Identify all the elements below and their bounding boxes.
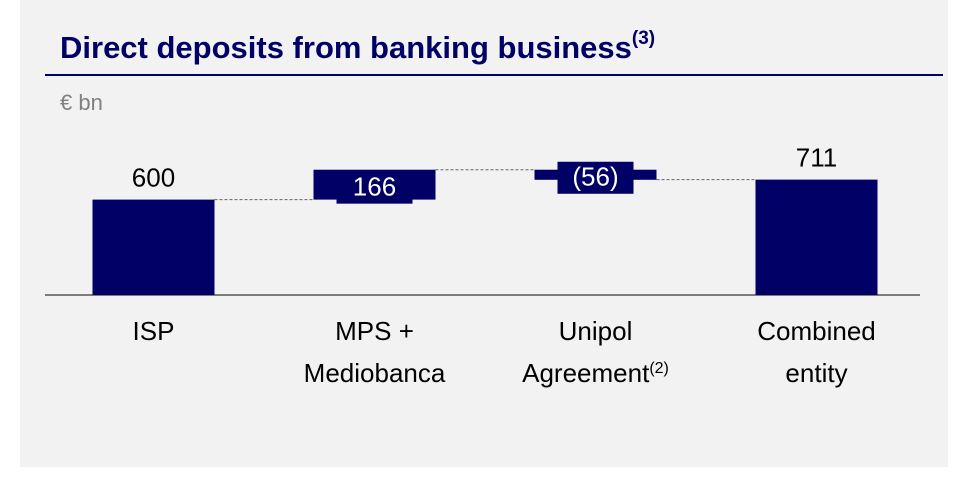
title-note: (3) — [632, 28, 655, 49]
bar — [755, 179, 878, 295]
chart-title: Direct deposits from banking business(3) — [60, 28, 655, 65]
category-text: Unipol Agreement — [522, 316, 650, 388]
x-tick-label: MPS + Mediobanca — [285, 310, 465, 394]
title-text: Direct deposits from banking business — [60, 30, 632, 65]
value-label: 166 — [353, 172, 396, 202]
unit-label: € bn — [60, 90, 103, 115]
value-label: 600 — [132, 162, 175, 192]
category-note: (2) — [649, 360, 669, 377]
category-text: MPS + Mediobanca — [303, 316, 446, 388]
x-tick-label: Combined entity — [727, 310, 907, 394]
label-box — [557, 161, 634, 194]
x-tick-label: ISP — [64, 310, 244, 352]
value-label: (56) — [572, 162, 618, 192]
category-text: ISP — [132, 316, 175, 346]
label-box — [336, 171, 413, 204]
x-tick-label: Unipol Agreement(2) — [506, 310, 686, 394]
category-text: Combined entity — [757, 316, 876, 388]
value-label: 711 — [796, 142, 837, 172]
bar — [92, 199, 215, 295]
